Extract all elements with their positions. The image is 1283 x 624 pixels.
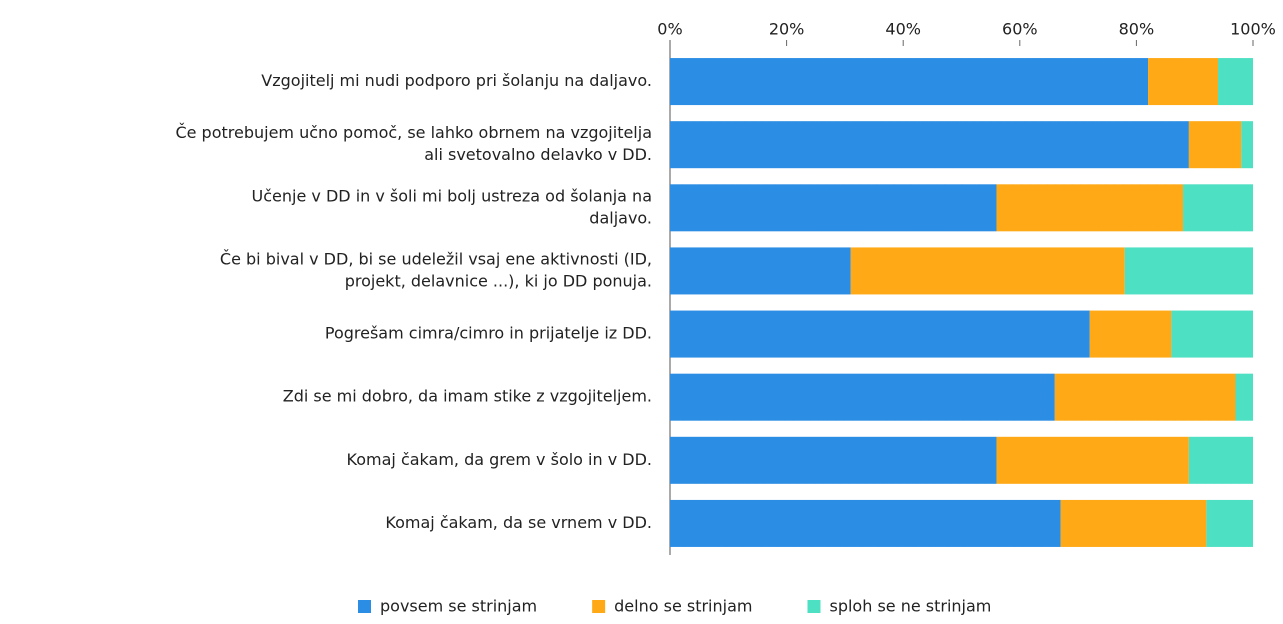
bar-segment bbox=[996, 436, 1189, 484]
bar-segment bbox=[1124, 247, 1253, 295]
bar-segment bbox=[1060, 499, 1207, 547]
category-label: Zdi se mi dobro, da imam stike z vzgojit… bbox=[283, 387, 652, 406]
x-tick-label: 40% bbox=[885, 20, 921, 39]
bar-segment bbox=[670, 121, 1189, 169]
x-tick-label: 60% bbox=[1002, 20, 1038, 39]
x-tick-label: 100% bbox=[1230, 20, 1276, 39]
legend-label: sploh se ne strinjam bbox=[829, 597, 991, 616]
category-label: Če bi bival v DD, bi se udeležil vsaj en… bbox=[220, 249, 652, 268]
bar-segment bbox=[1235, 373, 1253, 421]
category-label: daljavo. bbox=[589, 208, 652, 227]
bar-segment bbox=[1241, 121, 1253, 169]
category-label: Vzgojitelj mi nudi podporo pri šolanju n… bbox=[261, 71, 652, 90]
category-label: Komaj čakam, da se vrnem v DD. bbox=[385, 513, 652, 532]
bar-segment bbox=[1148, 58, 1219, 106]
bar-segment bbox=[670, 247, 851, 295]
bar-segment bbox=[1089, 310, 1172, 358]
legend-swatch bbox=[807, 600, 821, 613]
legend-label: delno se strinjam bbox=[614, 597, 752, 616]
bar-segment bbox=[670, 436, 997, 484]
x-tick-label: 80% bbox=[1119, 20, 1155, 39]
category-label: projekt, delavnice ...), ki jo DD ponuja… bbox=[345, 271, 652, 290]
bar-segment bbox=[1183, 184, 1253, 232]
legend-label: povsem se strinjam bbox=[380, 597, 537, 616]
category-label: ali svetovalno delavko v DD. bbox=[424, 145, 652, 164]
bar-segment bbox=[670, 310, 1090, 358]
legend-swatch bbox=[358, 600, 371, 613]
x-tick-label: 20% bbox=[769, 20, 805, 39]
bar-segment bbox=[670, 58, 1149, 106]
bar-segment bbox=[670, 373, 1055, 421]
bar-segment bbox=[1206, 499, 1253, 547]
bar-segment bbox=[1188, 436, 1253, 484]
category-label: Učenje v DD in v šoli mi bolj ustreza od… bbox=[252, 186, 652, 205]
category-label: Komaj čakam, da grem v šolo in v DD. bbox=[347, 450, 652, 469]
category-label: Pogrešam cimra/cimro in prijatelje iz DD… bbox=[325, 324, 652, 343]
legend-swatch bbox=[592, 600, 606, 613]
bar-segment bbox=[1188, 121, 1242, 169]
bar-segment bbox=[1054, 373, 1236, 421]
category-label: Če potrebujem učno pomoč, se lahko obrne… bbox=[175, 123, 652, 142]
bar-segment bbox=[670, 499, 1061, 547]
bar-segment bbox=[996, 184, 1184, 232]
bar-segment bbox=[670, 184, 997, 232]
bar-segment bbox=[850, 247, 1125, 295]
bar-segment bbox=[1171, 310, 1253, 358]
x-tick-label: 0% bbox=[657, 20, 682, 39]
bar-segment bbox=[1218, 58, 1253, 106]
